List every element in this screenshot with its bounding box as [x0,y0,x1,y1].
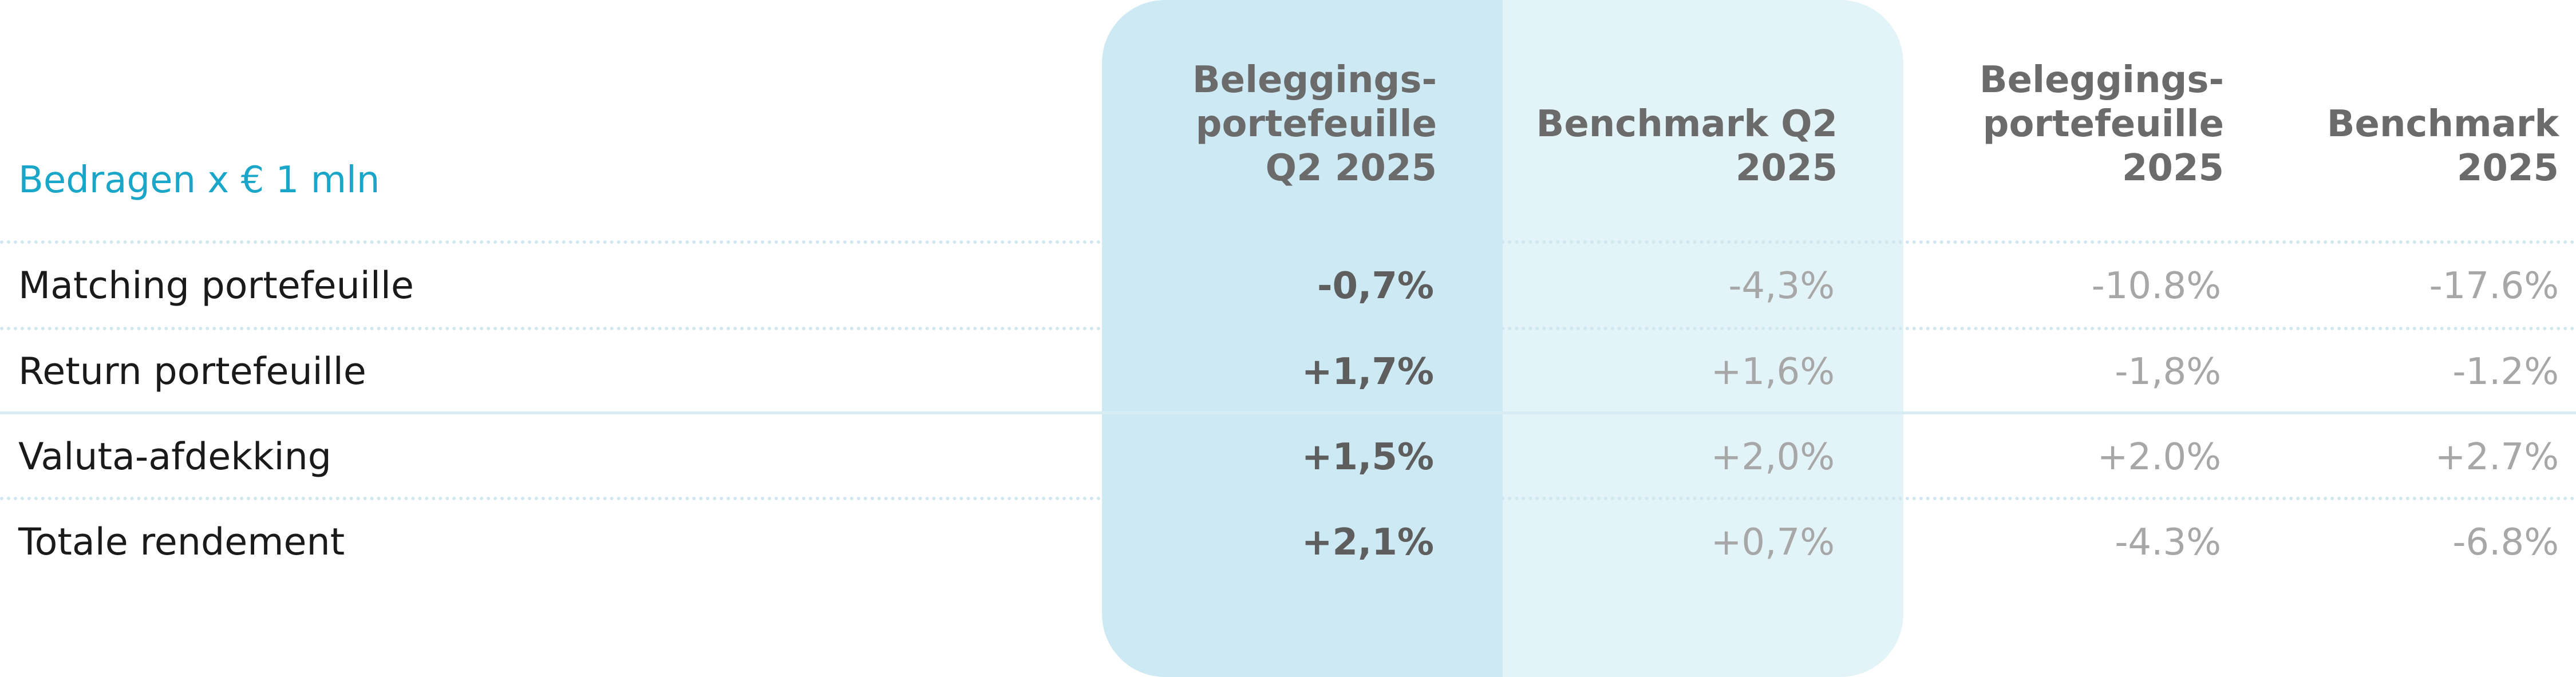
cell-benchmark-q2: +1,6% [1710,351,1835,393]
cell-benchmark-2025: -6.8% [2452,521,2559,564]
row-divider [0,411,2576,414]
row-divider [0,240,2576,244]
highlight-column-q2-benchmark [1503,0,1903,677]
row-divider [0,497,2576,500]
cell-benchmark-q2: +0,7% [1710,521,1835,564]
cell-portfolio-q2: +2,1% [1301,521,1434,564]
cell-portfolio-2025: -10.8% [2091,265,2221,307]
row-label: Return portefeuille [18,350,366,393]
cell-portfolio-2025: +2.0% [2097,436,2221,478]
cell-portfolio-q2: +1,5% [1301,436,1434,478]
cell-benchmark-q2: +2,0% [1710,436,1835,478]
row-label: Totale rendement [18,521,345,564]
cell-benchmark-2025: +2.7% [2435,436,2559,478]
cell-portfolio-2025: -4.3% [2115,521,2221,564]
highlight-column-q2-portfolio [1102,0,1503,677]
cell-benchmark-2025: -1.2% [2452,351,2559,393]
row-label: Matching portefeuille [18,264,414,307]
cell-portfolio-q2: -0,7% [1317,265,1434,307]
cell-portfolio-2025: -1,8% [2115,351,2221,393]
cell-portfolio-q2: +1,7% [1301,351,1434,393]
column-header-portfolio-q2: Beleggings- portefeuille Q2 2025 [1192,59,1437,189]
column-header-benchmark-2025: Benchmark 2025 [2326,103,2559,189]
column-header-benchmark-q2: Benchmark Q2 2025 [1536,103,1838,189]
amounts-caption: Bedragen x € 1 mln [18,159,380,201]
cell-benchmark-2025: -17.6% [2429,265,2559,307]
column-header-portfolio-2025: Beleggings- portefeuille 2025 [1979,59,2224,189]
row-divider [0,327,2576,330]
row-label: Valuta-afdekking [18,436,332,478]
cell-benchmark-q2: -4,3% [1728,265,1835,307]
